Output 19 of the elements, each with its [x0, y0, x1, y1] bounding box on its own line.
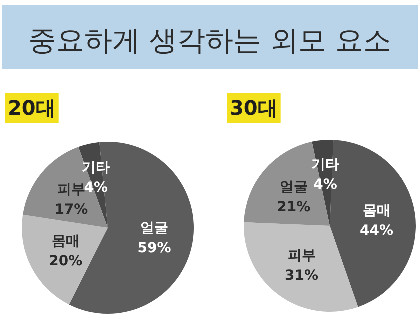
slice-label: 피부: [57, 182, 86, 198]
slice-label: 몸매: [52, 234, 80, 250]
text: 중요하게 생각하는 외모 요소: [28, 24, 392, 57]
chart-title: 30대: [230, 96, 278, 120]
data-label: 17%: [54, 202, 88, 218]
data-label: 21%: [277, 199, 311, 216]
slice-label: 피부: [288, 248, 316, 264]
slice-label: 얼굴: [140, 220, 168, 237]
data-label: 4%: [314, 176, 338, 193]
slice-label: 기타: [312, 156, 340, 173]
data-label: 31%: [285, 268, 319, 284]
data-label: 20%: [49, 254, 83, 270]
data-label: 59%: [138, 240, 172, 257]
slice-label: 기타: [82, 160, 110, 176]
chart-title: 20대: [8, 96, 56, 120]
slice-label: 몸매: [362, 203, 391, 220]
data-label: 4%: [84, 180, 108, 196]
slice-label: 얼굴: [280, 179, 308, 196]
data-label: 44%: [360, 223, 394, 240]
